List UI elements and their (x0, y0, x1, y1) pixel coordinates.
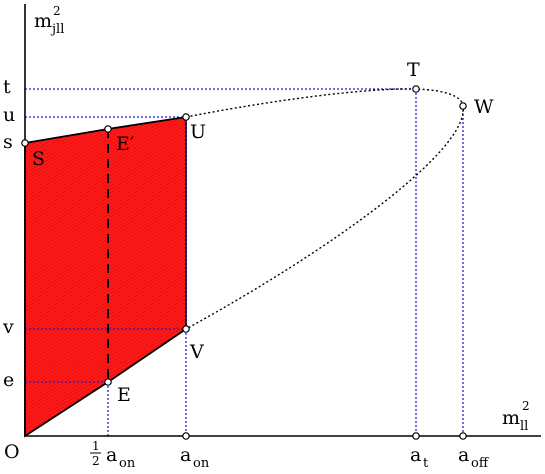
y-axis-label: m (34, 10, 52, 32)
point-v-label: V (189, 341, 204, 363)
x-tick-a-t: a t (410, 444, 429, 471)
svg-text:2: 2 (92, 454, 100, 468)
axes (24, 4, 541, 437)
svg-text:off: off (471, 456, 490, 471)
svg-text:a: a (410, 444, 421, 466)
x-axis-label: m (502, 407, 520, 429)
svg-text:1: 1 (92, 439, 100, 453)
point-a-t-marker (412, 432, 420, 440)
y-tick-v: v (2, 316, 14, 338)
point-eprime-marker (104, 125, 112, 133)
y-axis-label-sup: 2 (53, 4, 61, 18)
x-axis-label-sub: ll (520, 419, 528, 434)
point-a-on-marker (182, 432, 190, 440)
x-tick-half-a-on: 1 2 a on (90, 439, 136, 471)
y-tick-u: u (3, 104, 15, 126)
allowed-region (24, 115, 187, 438)
point-t-label: T (407, 59, 420, 81)
y-tick-e: e (3, 369, 14, 391)
svg-text:t: t (423, 456, 429, 471)
y-axis-label-sub: jll (50, 22, 64, 37)
point-w-marker (459, 102, 467, 110)
point-s-marker (21, 139, 29, 147)
point-t-marker (412, 85, 420, 93)
y-tick-t: t (3, 76, 11, 98)
svg-text:a: a (106, 444, 117, 466)
guide-lines (25, 88, 464, 436)
x-tick-a-off: a off (458, 444, 490, 471)
boundary-curve (185, 88, 464, 330)
point-u-label: U (190, 121, 206, 143)
point-e-marker (104, 378, 112, 386)
origin-label: O (4, 441, 20, 463)
point-s-label: S (32, 148, 45, 170)
x-tick-a-on: a on (180, 444, 210, 471)
point-w-label: W (474, 96, 494, 118)
y-tick-s: s (3, 131, 13, 153)
point-e-label: E (117, 384, 131, 406)
point-eprime-label: E′ (116, 133, 134, 155)
point-u-marker (182, 113, 190, 121)
svg-text:on: on (119, 456, 136, 471)
point-v-marker (182, 325, 190, 333)
point-a-off-marker (459, 432, 467, 440)
svg-text:a: a (180, 444, 191, 466)
svg-text:a: a (458, 444, 469, 466)
svg-text:on: on (193, 456, 210, 471)
x-axis-label-sup: 2 (522, 399, 530, 413)
